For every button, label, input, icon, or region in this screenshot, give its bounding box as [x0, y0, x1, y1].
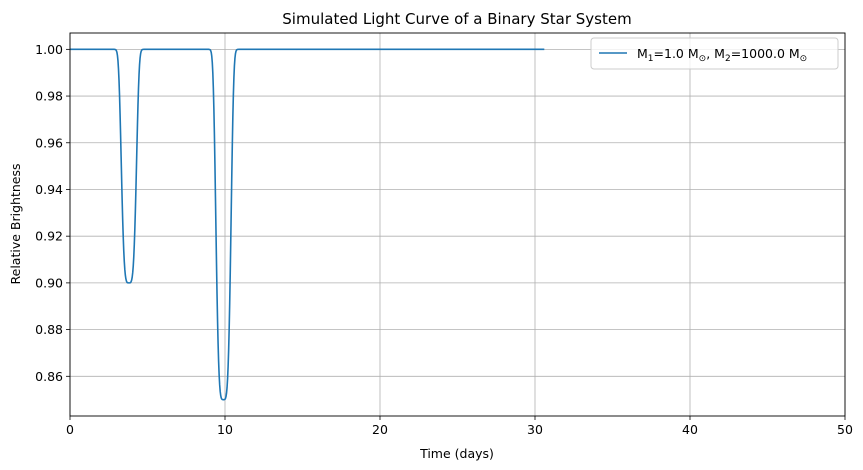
y-tick-label: 0.94 [35, 182, 63, 197]
y-tick-label: 0.92 [35, 229, 63, 244]
y-tick-label: 0.88 [35, 322, 63, 337]
x-tick-label: 50 [837, 422, 853, 437]
legend-m2-value: =1000.0 M [731, 46, 800, 61]
x-tick-label: 30 [527, 422, 543, 437]
legend-m2-sub: 2 [725, 54, 731, 64]
legend-m1-label: M [637, 46, 648, 61]
x-tick-label: 20 [372, 422, 388, 437]
y-axis-label: Relative Brightness [8, 164, 23, 285]
x-tick-label: 10 [217, 422, 233, 437]
legend: M1=1.0 M⊙, M2=1000.0 M⊙ [590, 37, 839, 70]
legend-separator: , [706, 46, 714, 61]
legend-box [590, 37, 839, 70]
legend-m1-value: =1.0 M [654, 46, 699, 61]
legend-m2-label: M [714, 46, 725, 61]
chart-title: Simulated Light Curve of a Binary Star S… [282, 10, 631, 28]
y-tick-label: 0.96 [35, 135, 63, 150]
y-tick-label: 0.90 [35, 275, 63, 290]
plot-frame [69, 32, 846, 417]
x-tick-label: 0 [66, 422, 74, 437]
y-tick-label: 0.86 [35, 369, 63, 384]
legend-m2-unit: ⊙ [800, 54, 808, 64]
y-tick-label: 1.00 [35, 42, 63, 57]
series-line-0 [69, 48, 545, 401]
x-tick-label: 40 [682, 422, 698, 437]
y-tick-label: 0.98 [35, 89, 63, 104]
legend-m1-unit: ⊙ [699, 54, 707, 64]
x-axis-ticks: 0 10 20 30 40 50 [66, 416, 853, 437]
x-axis-label: Time (days) [419, 446, 494, 461]
legend-m1-sub: 1 [648, 54, 654, 64]
legend-entry: M1=1.0 M⊙, M2=1000.0 M⊙ [637, 46, 807, 64]
y-axis-ticks: 0.86 0.88 0.90 0.92 0.94 0.96 0.98 1.00 [35, 42, 70, 384]
